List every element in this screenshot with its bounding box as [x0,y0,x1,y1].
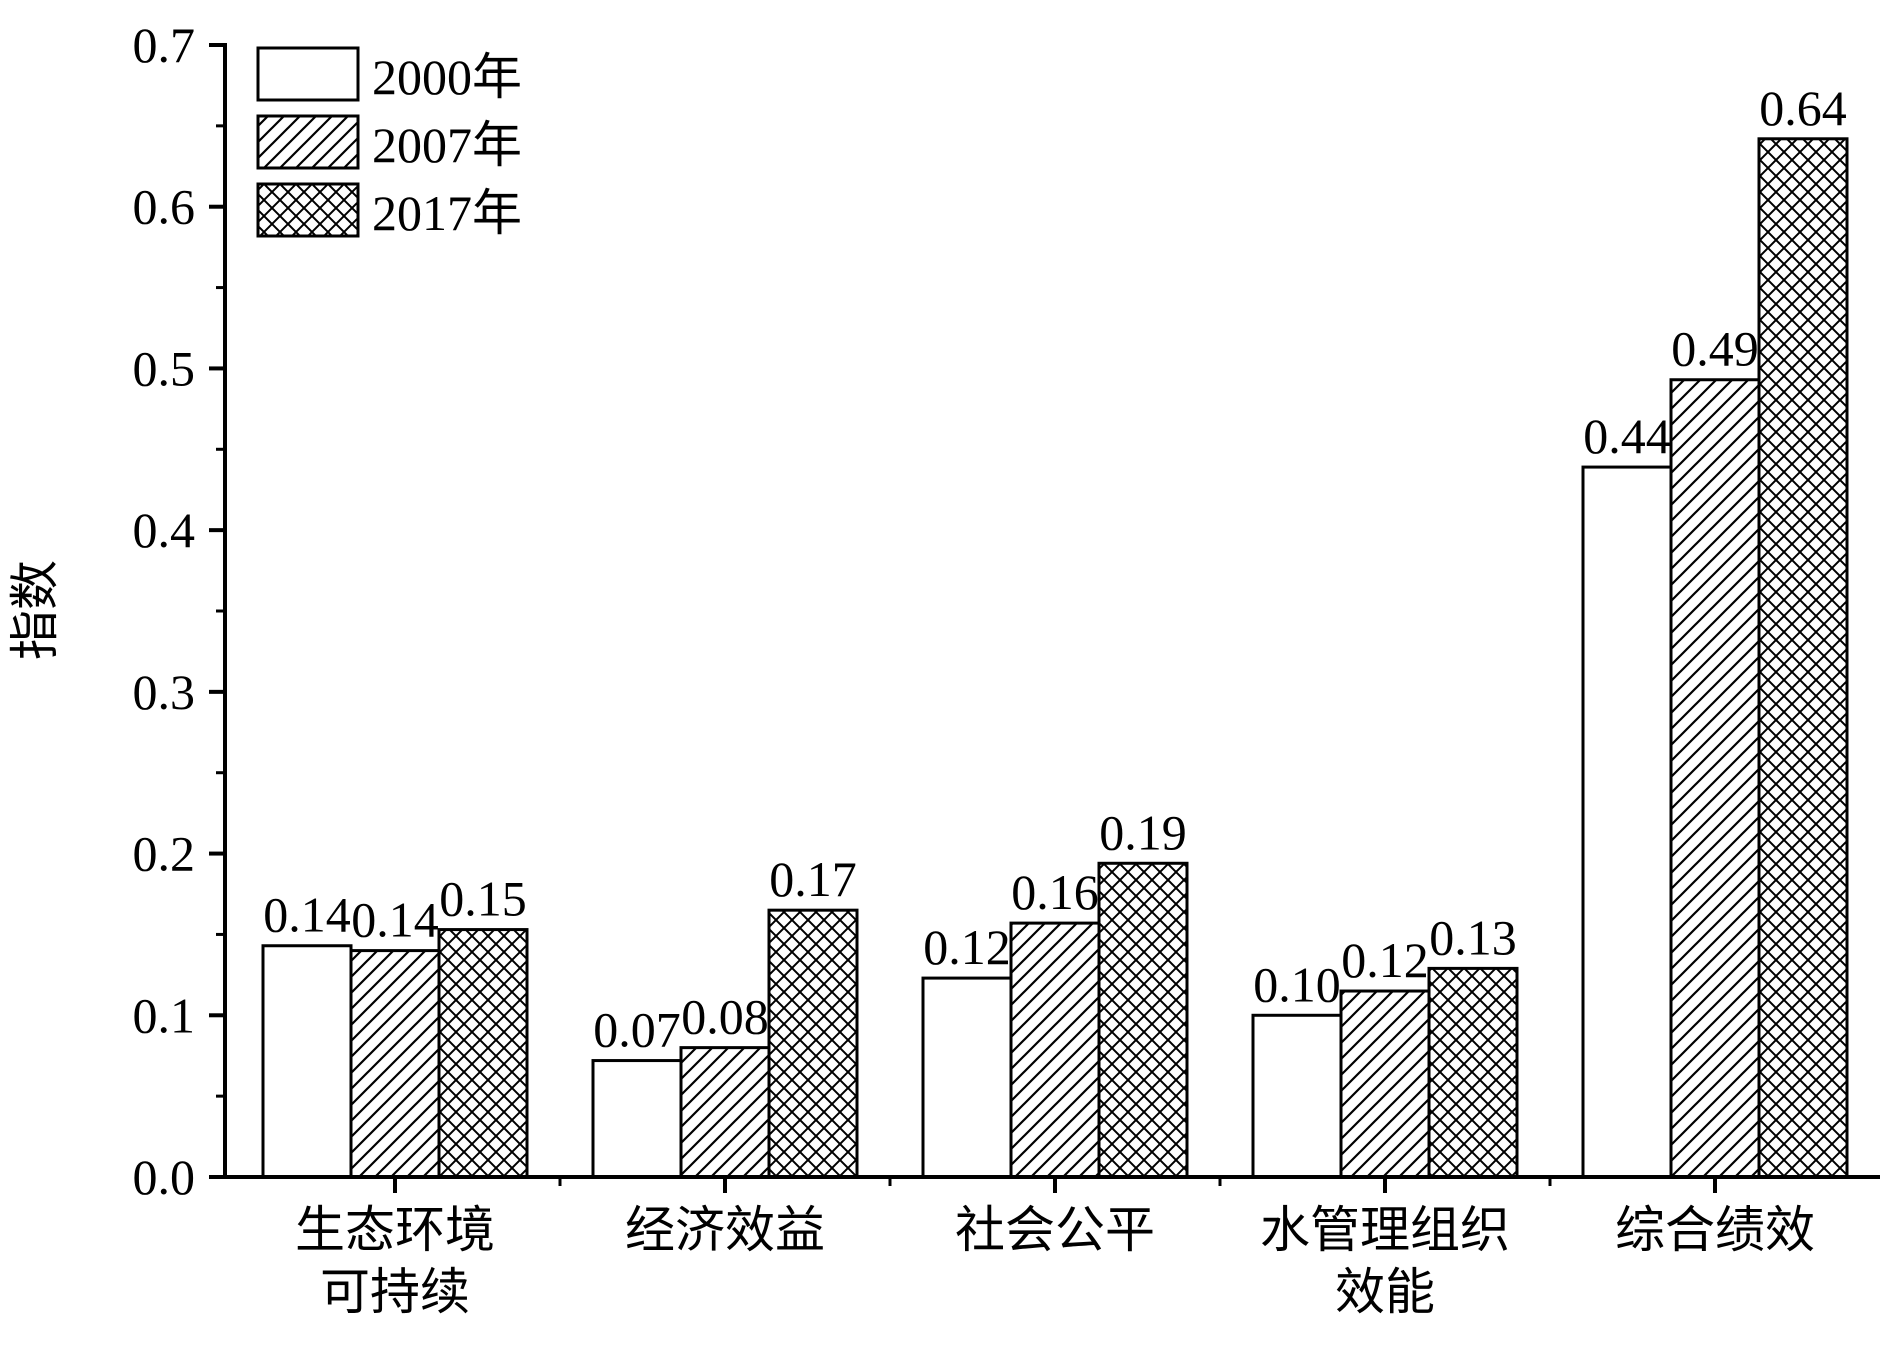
legend-swatch-1 [256,114,360,170]
y-axis-label: 指数 [6,560,64,660]
data-label-1-4: 0.49 [1671,321,1759,377]
y-tick-label: 0.7 [133,17,196,73]
data-label-2-2: 0.19 [1099,804,1187,860]
data-label-0-2: 0.12 [923,919,1011,975]
y-tick-label: 0.1 [133,987,196,1043]
x-tick-label: 效能 [1335,1263,1435,1321]
bar-2-4 [1757,137,1849,1179]
data-label-1-2: 0.16 [1011,864,1099,920]
legend-swatch-0 [256,46,360,102]
data-label-2-1: 0.17 [769,851,857,907]
bar-0-1 [591,1059,683,1179]
bar-0-3 [1251,1013,1343,1179]
bars-layer [261,137,1849,1179]
data-label-2-4: 0.64 [1759,80,1847,136]
y-tick-label: 0.2 [133,826,196,882]
bar-1-1 [679,1046,771,1179]
bar-0-4 [1581,465,1673,1179]
data-label-0-0: 0.14 [263,887,351,943]
legend-label-2: 2017年 [372,185,522,241]
data-label-2-3: 0.13 [1429,909,1517,965]
bar-2-3 [1427,966,1519,1179]
bar-2-2 [1097,861,1189,1179]
x-tick-label: 可持续 [320,1263,470,1321]
y-tick-label: 0.3 [133,664,196,720]
bar-1-3 [1339,989,1431,1179]
data-label-1-0: 0.14 [351,892,439,948]
data-labels-layer: 0.140.070.120.100.440.140.080.160.120.49… [263,80,1847,1058]
x-tick-label: 生态环境 [295,1201,495,1259]
legend-label-0: 2000年 [372,49,522,105]
data-label-1-3: 0.12 [1341,932,1429,988]
y-tick-label: 0.6 [133,179,196,235]
bar-1-2 [1009,921,1101,1179]
bar-2-1 [767,908,859,1179]
y-tick-label: 0.4 [133,502,196,558]
legend: 2000年 2007年 2017年 [256,46,522,241]
legend-swatch-2 [256,182,360,238]
y-tick-label: 0.0 [133,1149,196,1205]
data-label-1-1: 0.08 [681,989,769,1045]
data-label-0-1: 0.07 [593,1002,681,1058]
bar-1-0 [349,949,441,1179]
x-tick-label: 水管理组织 [1260,1201,1510,1259]
data-label-0-4: 0.44 [1583,408,1671,464]
x-tick-label: 经济效益 [625,1201,825,1259]
bar-0-0 [261,944,353,1179]
bar-2-0 [437,928,529,1179]
bar-1-4 [1669,378,1761,1179]
x-tick-label: 社会公平 [955,1201,1155,1259]
data-label-0-3: 0.10 [1253,956,1341,1012]
x-tick-label: 综合绩效 [1615,1201,1815,1259]
legend-label-1: 2007年 [372,117,522,173]
y-tick-label: 0.5 [133,340,196,396]
data-label-2-0: 0.15 [439,871,527,927]
bar-0-2 [921,976,1013,1179]
